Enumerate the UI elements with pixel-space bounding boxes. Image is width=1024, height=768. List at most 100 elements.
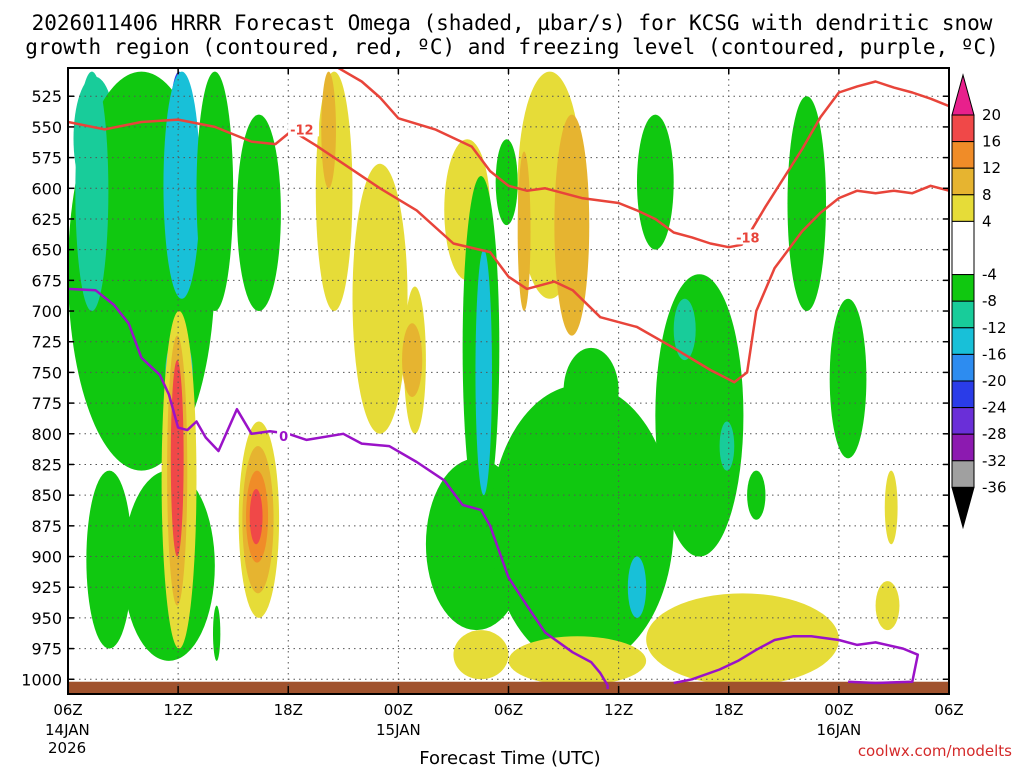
y-tick-label-3: 600 [31, 179, 62, 198]
x-tick-label-1: 12Z [163, 701, 192, 719]
omega-cell-32 [563, 347, 619, 434]
omega-cell-34 [655, 274, 744, 557]
colorbar-bin-6 [951, 300, 975, 329]
omega-cell-43 [646, 593, 839, 686]
colorbar-label-5: -4 [982, 266, 997, 284]
y-tick-label-12: 825 [31, 455, 62, 474]
y-tick-label-4: 625 [31, 210, 62, 229]
y-tick-label-2: 575 [31, 149, 62, 168]
colorbar-label-13: -36 [982, 478, 1007, 496]
y-tick-label-17: 950 [31, 609, 62, 628]
colorbar-label-7: -12 [982, 319, 1007, 337]
omega-cell-41 [453, 630, 509, 680]
x-tick-date-0: 14JAN [45, 721, 90, 739]
y-tick-label-0: 525 [31, 87, 62, 106]
y-tick-label-9: 750 [31, 363, 62, 382]
colorbar-bin-5 [951, 274, 975, 302]
omega-cell-8 [196, 71, 234, 312]
colorbar-bin-12 [951, 460, 975, 488]
contour-lines [68, 68, 949, 690]
colorbar-label-11: -28 [982, 425, 1007, 443]
x-tick-label-6: 18Z [714, 701, 743, 719]
y-tick-label-19: 1000 [21, 670, 62, 689]
freezing-contour-0 [68, 287, 609, 690]
x-tick-year-0: 2026 [48, 739, 86, 757]
colorbar-bin-1 [951, 141, 975, 169]
colorbar-bottom-arrow [951, 486, 975, 530]
colorbar-top-arrow [951, 73, 975, 116]
y-tick-label-7: 700 [31, 302, 62, 321]
dgz-label-bg-1 [734, 229, 766, 245]
omega-cell-36 [627, 556, 647, 618]
omega-cell-13 [170, 360, 184, 557]
colorbar: 20 16 12 8 4 -4 -8 -12 -16 -20 -24 -28 -32 -36 [951, 73, 1007, 530]
omega-cell-26 [475, 249, 492, 496]
x-tick-date-7: 16JAN [817, 721, 862, 739]
dgz-contour-label-1: -18 [736, 231, 760, 246]
y-tick-label-16: 925 [31, 578, 62, 597]
x-tick-label-2: 18Z [274, 701, 303, 719]
chart-title-line2: growth region (contoured, red, ºC) and f… [25, 35, 999, 59]
dgz-contour-1 [335, 68, 949, 249]
y-tick-label-15: 900 [31, 548, 62, 567]
x-tick-label-3: 00Z [384, 701, 413, 719]
dgz-contour-label-0: -12 [290, 123, 314, 138]
y-tick-label-14: 875 [31, 517, 62, 536]
x-tick-date-3: 15JAN [376, 721, 421, 739]
colorbar-bin-8 [951, 353, 975, 382]
y-tick-label-5: 650 [31, 241, 62, 260]
colorbar-label-9: -20 [982, 372, 1007, 390]
omega-cell-31 [490, 384, 674, 667]
colorbar-bin-11 [951, 433, 975, 462]
omega-cell-37 [787, 96, 827, 312]
dgz-label-bg-0 [288, 121, 320, 137]
colorbar-bin-3 [951, 194, 975, 222]
colorbar-bin-4 [951, 220, 975, 276]
dgz-contour-0 [68, 118, 949, 384]
omega-cell-20 [352, 163, 408, 434]
omega-cell-10 [212, 605, 221, 661]
colorbar-bin-7 [951, 327, 975, 355]
freezing-contour-label-0: 0 [279, 430, 288, 445]
omega-cell-40 [719, 421, 735, 471]
x-tick-label-4: 06Z [494, 701, 523, 719]
colorbar-label-10: -24 [982, 399, 1007, 417]
freezing-contour-1 [673, 635, 920, 685]
omega-shading [68, 71, 900, 686]
colorbar-bin-9 [951, 380, 975, 409]
contour-labels: -12 -18 0 [277, 121, 766, 445]
colorbar-bin-10 [951, 407, 975, 435]
y-axis: 525 550 575 600 625 650 675 700 725 750 775 800 825 8… [21, 87, 949, 689]
colorbar-label-2: 12 [982, 159, 1001, 177]
colorbar-label-0: 20 [982, 106, 1001, 124]
colorbar-label-3: 8 [982, 186, 992, 204]
y-tick-label-6: 675 [31, 271, 62, 290]
x-tick-label-8: 06Z [934, 701, 963, 719]
colorbar-label-12: -32 [982, 452, 1007, 470]
omega-cell-9 [236, 114, 281, 312]
omega-cell-35 [673, 298, 696, 361]
colorbar-label-4: 4 [982, 212, 992, 230]
colorbar-label-8: -16 [982, 345, 1007, 363]
omega-cell-19 [321, 71, 336, 189]
omega-cell-42 [508, 636, 647, 686]
colorbar-label-6: -8 [982, 292, 997, 310]
x-tick-label-7: 00Z [824, 701, 853, 719]
omega-cell-38 [829, 298, 867, 459]
y-tick-label-11: 800 [31, 425, 62, 444]
colorbar-bin-2 [951, 167, 975, 196]
omega-cell-6 [163, 71, 201, 299]
omega-cell-17 [249, 489, 263, 545]
chart-title-line1: 2026011406 HRRR Forecast Omega (shaded, … [32, 11, 993, 35]
y-tick-label-18: 975 [31, 640, 62, 659]
grid-lines [68, 68, 949, 694]
freezing-label-bg-0 [277, 428, 291, 444]
omega-cell-22 [402, 323, 423, 397]
omega-cell-45 [875, 581, 900, 631]
y-tick-label-8: 725 [31, 333, 62, 352]
y-tick-label-13: 850 [31, 486, 62, 505]
omega-cell-44 [884, 470, 898, 545]
colorbar-label-1: 16 [982, 133, 1001, 151]
credit-text: coolwx.com/modelts [858, 742, 1012, 760]
